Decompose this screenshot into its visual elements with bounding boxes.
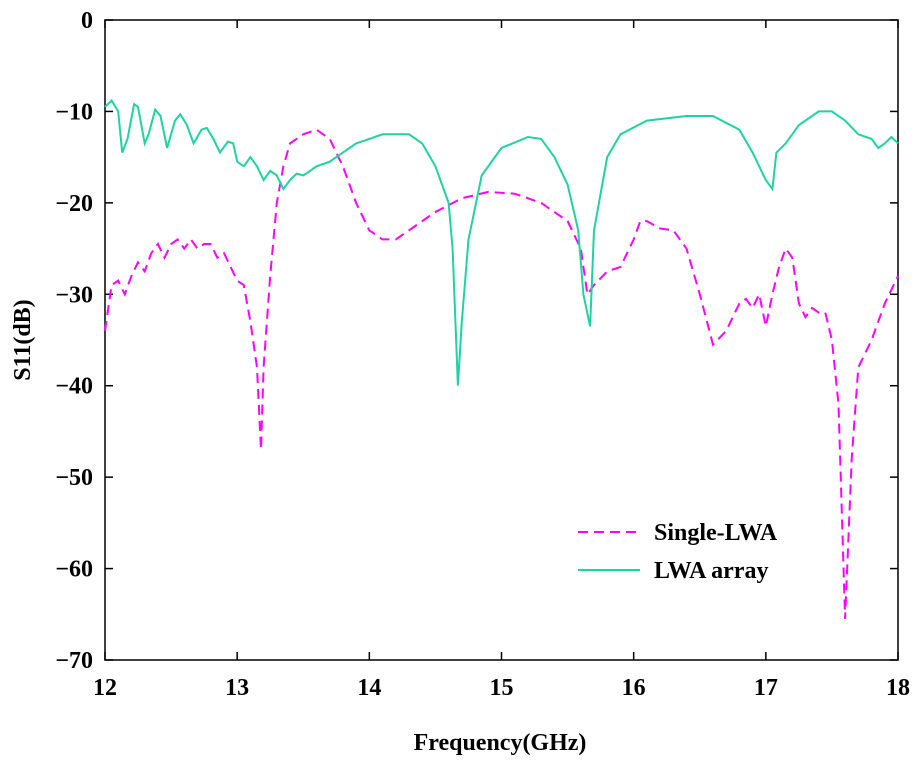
y-tick-label: −50 (55, 465, 93, 491)
legend-label: LWA array (654, 558, 768, 584)
series-line (104, 98, 899, 386)
y-tick-label: −60 (55, 557, 93, 583)
x-tick-label: 16 (622, 675, 646, 701)
y-tick-label: −70 (55, 648, 93, 674)
x-tick-label: 12 (93, 675, 117, 701)
y-axis-label: S11(dB) (10, 299, 36, 380)
x-axis-label: Frequency(GHz) (414, 730, 587, 756)
y-tick-label: −20 (55, 191, 93, 217)
x-tick-label: 18 (886, 675, 910, 701)
x-tick-label: 17 (754, 675, 778, 701)
x-tick-label: 15 (490, 675, 514, 701)
y-tick-label: −40 (55, 374, 93, 400)
x-tick-label: 13 (225, 675, 249, 701)
x-tick-label: 14 (357, 675, 381, 701)
legend-label: Single-LWA (654, 520, 778, 546)
series-line (104, 128, 899, 619)
plot-frame (104, 19, 899, 661)
y-tick-label: −30 (55, 282, 93, 308)
y-tick-label: −10 (55, 99, 93, 125)
y-tick-label: 0 (81, 8, 93, 34)
